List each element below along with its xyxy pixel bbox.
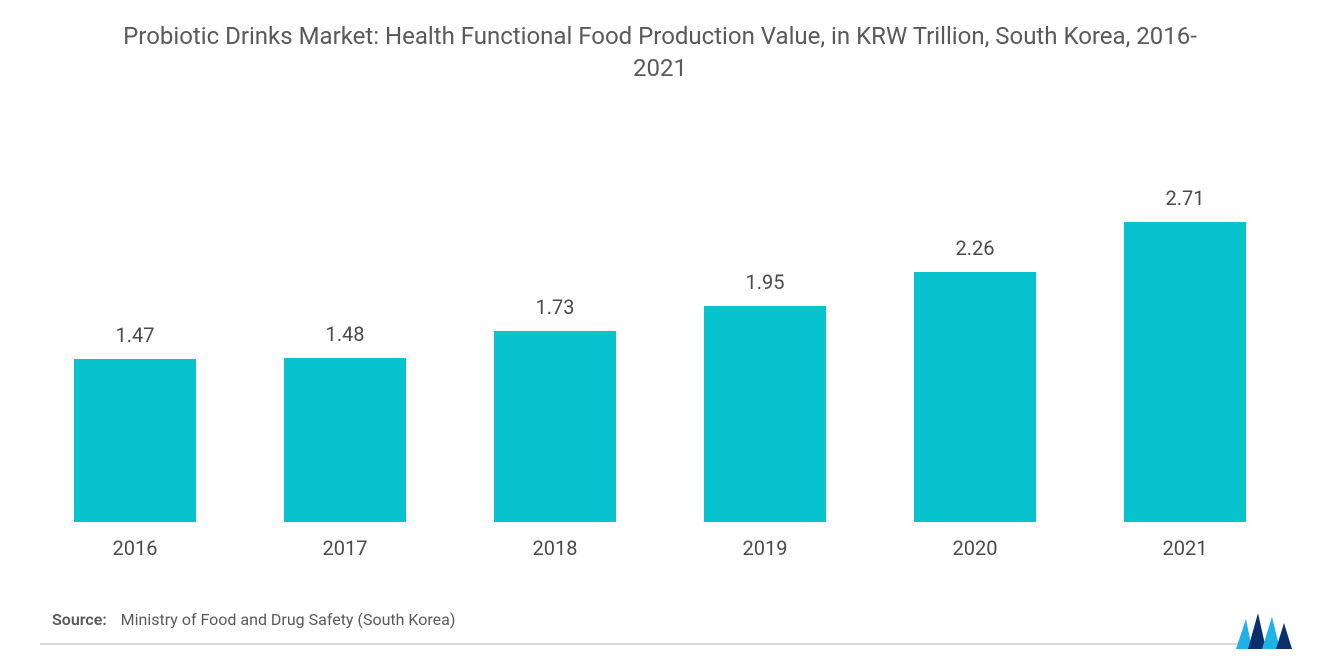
bar-group: 1.48 <box>260 125 430 522</box>
bar-group: 1.73 <box>470 125 640 522</box>
mordor-intelligence-logo-icon <box>1236 613 1292 649</box>
bar <box>74 359 196 522</box>
bar-value-label: 1.47 <box>116 323 155 347</box>
x-axis-labels: 2016 2017 2018 2019 2020 2021 <box>40 522 1280 560</box>
chart-title: Probiotic Drinks Market: Health Function… <box>40 20 1280 95</box>
bar <box>494 331 616 523</box>
bar <box>284 358 406 522</box>
bar-value-label: 1.73 <box>536 295 575 319</box>
bar-value-label: 2.26 <box>956 236 995 260</box>
bar-group: 1.47 <box>50 125 220 522</box>
bar-value-label: 2.71 <box>1166 186 1205 210</box>
x-axis-label: 2020 <box>890 536 1060 560</box>
bar <box>914 272 1036 522</box>
bar-value-label: 1.95 <box>746 270 785 294</box>
bar <box>1124 222 1246 522</box>
source-label: Source: <box>52 610 107 629</box>
x-axis-label: 2018 <box>470 536 640 560</box>
source-text: Ministry of Food and Drug Safety (South … <box>121 610 456 629</box>
bar-value-label: 1.48 <box>326 322 365 346</box>
x-axis-label: 2019 <box>680 536 850 560</box>
chart-source-footer: Source: Ministry of Food and Drug Safety… <box>40 610 1280 645</box>
bar-group: 1.95 <box>680 125 850 522</box>
bar-chart-container: Probiotic Drinks Market: Health Function… <box>0 0 1320 665</box>
bar-group: 2.71 <box>1100 125 1270 522</box>
bar <box>704 306 826 522</box>
chart-plot-area: 1.47 1.48 1.73 1.95 2.26 2.71 <box>40 95 1280 522</box>
x-axis-label: 2016 <box>50 536 220 560</box>
x-axis-label: 2017 <box>260 536 430 560</box>
bar-group: 2.26 <box>890 125 1060 522</box>
x-axis-label: 2021 <box>1100 536 1270 560</box>
